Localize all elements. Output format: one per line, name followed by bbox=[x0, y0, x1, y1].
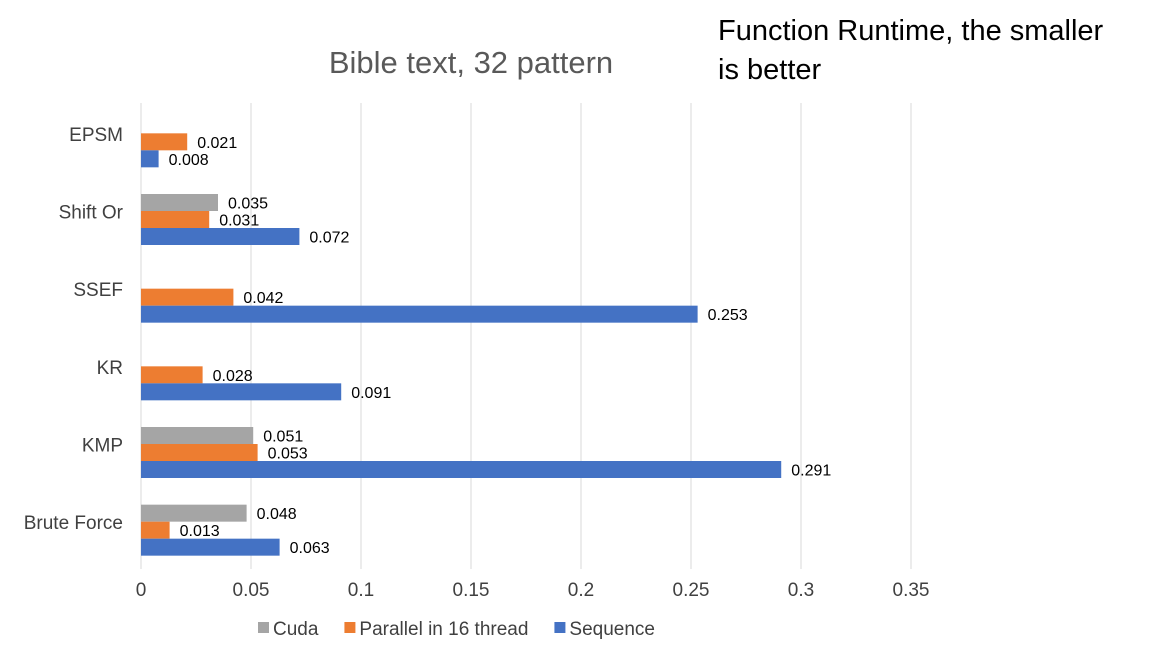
data-label: 0.053 bbox=[268, 446, 308, 463]
data-label: 0.253 bbox=[708, 307, 748, 324]
x-tick-label: 0.2 bbox=[568, 580, 594, 601]
chart-annotation-line-2: is better bbox=[718, 54, 821, 86]
data-label: 0.063 bbox=[290, 540, 330, 557]
bar bbox=[141, 288, 234, 306]
legend-label: Cuda bbox=[273, 619, 319, 640]
x-tick-label: 0.15 bbox=[453, 580, 490, 601]
data-label: 0.091 bbox=[351, 385, 391, 402]
gridlines bbox=[140, 103, 912, 569]
legend-label: Parallel in 16 thread bbox=[359, 619, 528, 640]
bar bbox=[141, 383, 342, 401]
bar bbox=[141, 211, 210, 228]
legend-swatch bbox=[344, 622, 356, 633]
data-label: 0.021 bbox=[197, 135, 237, 152]
data-label: 0.072 bbox=[309, 230, 349, 247]
bar bbox=[141, 427, 254, 444]
chart-annotation-line-1: Function Runtime, the smaller bbox=[718, 15, 1104, 47]
data-label: 0.031 bbox=[219, 213, 259, 230]
data-label: 0.042 bbox=[243, 290, 283, 307]
bar bbox=[141, 305, 698, 323]
legend-swatch bbox=[554, 622, 566, 633]
category-label: Shift Or bbox=[59, 203, 124, 224]
bar bbox=[141, 444, 258, 461]
bar bbox=[141, 521, 170, 539]
x-tick-label: 0 bbox=[136, 580, 147, 601]
bar bbox=[141, 228, 300, 245]
legend-swatch bbox=[258, 622, 269, 633]
data-label: 0.013 bbox=[180, 523, 220, 540]
data-label: 0.291 bbox=[791, 463, 831, 480]
category-label: Brute Force bbox=[24, 513, 123, 534]
x-tick-label: 0.25 bbox=[673, 580, 710, 601]
x-tick-label: 0.1 bbox=[348, 580, 374, 601]
category-label: SSEF bbox=[73, 280, 123, 301]
bar bbox=[141, 366, 203, 384]
bar bbox=[141, 538, 280, 556]
data-label: 0.028 bbox=[213, 368, 253, 385]
x-tick-label: 0.35 bbox=[893, 580, 930, 601]
bar bbox=[141, 461, 782, 478]
category-label: EPSM bbox=[69, 125, 123, 146]
data-label: 0.048 bbox=[257, 506, 297, 523]
category-labels: EPSM Shift Or SSEF KR KMP Brute Force bbox=[24, 125, 124, 534]
x-axis-tick-labels: 0 0.05 0.1 0.15 0.2 0.25 0.3 0.35 bbox=[136, 580, 930, 601]
bar bbox=[141, 194, 219, 211]
data-label: 0.051 bbox=[263, 429, 303, 446]
x-tick-label: 0.3 bbox=[788, 580, 814, 601]
chart-title: Bible text, 32 pattern bbox=[329, 45, 613, 80]
category-label: KMP bbox=[82, 436, 123, 457]
bar bbox=[141, 133, 188, 151]
data-label: 0.035 bbox=[228, 196, 268, 213]
x-tick-label: 0.05 bbox=[233, 580, 270, 601]
bar bbox=[141, 150, 159, 168]
legend: Cuda Parallel in 16 thread Sequence bbox=[258, 619, 655, 640]
legend-label: Sequence bbox=[569, 619, 655, 640]
bar bbox=[141, 504, 247, 522]
data-label: 0.008 bbox=[169, 152, 209, 169]
category-label: KR bbox=[97, 358, 123, 379]
